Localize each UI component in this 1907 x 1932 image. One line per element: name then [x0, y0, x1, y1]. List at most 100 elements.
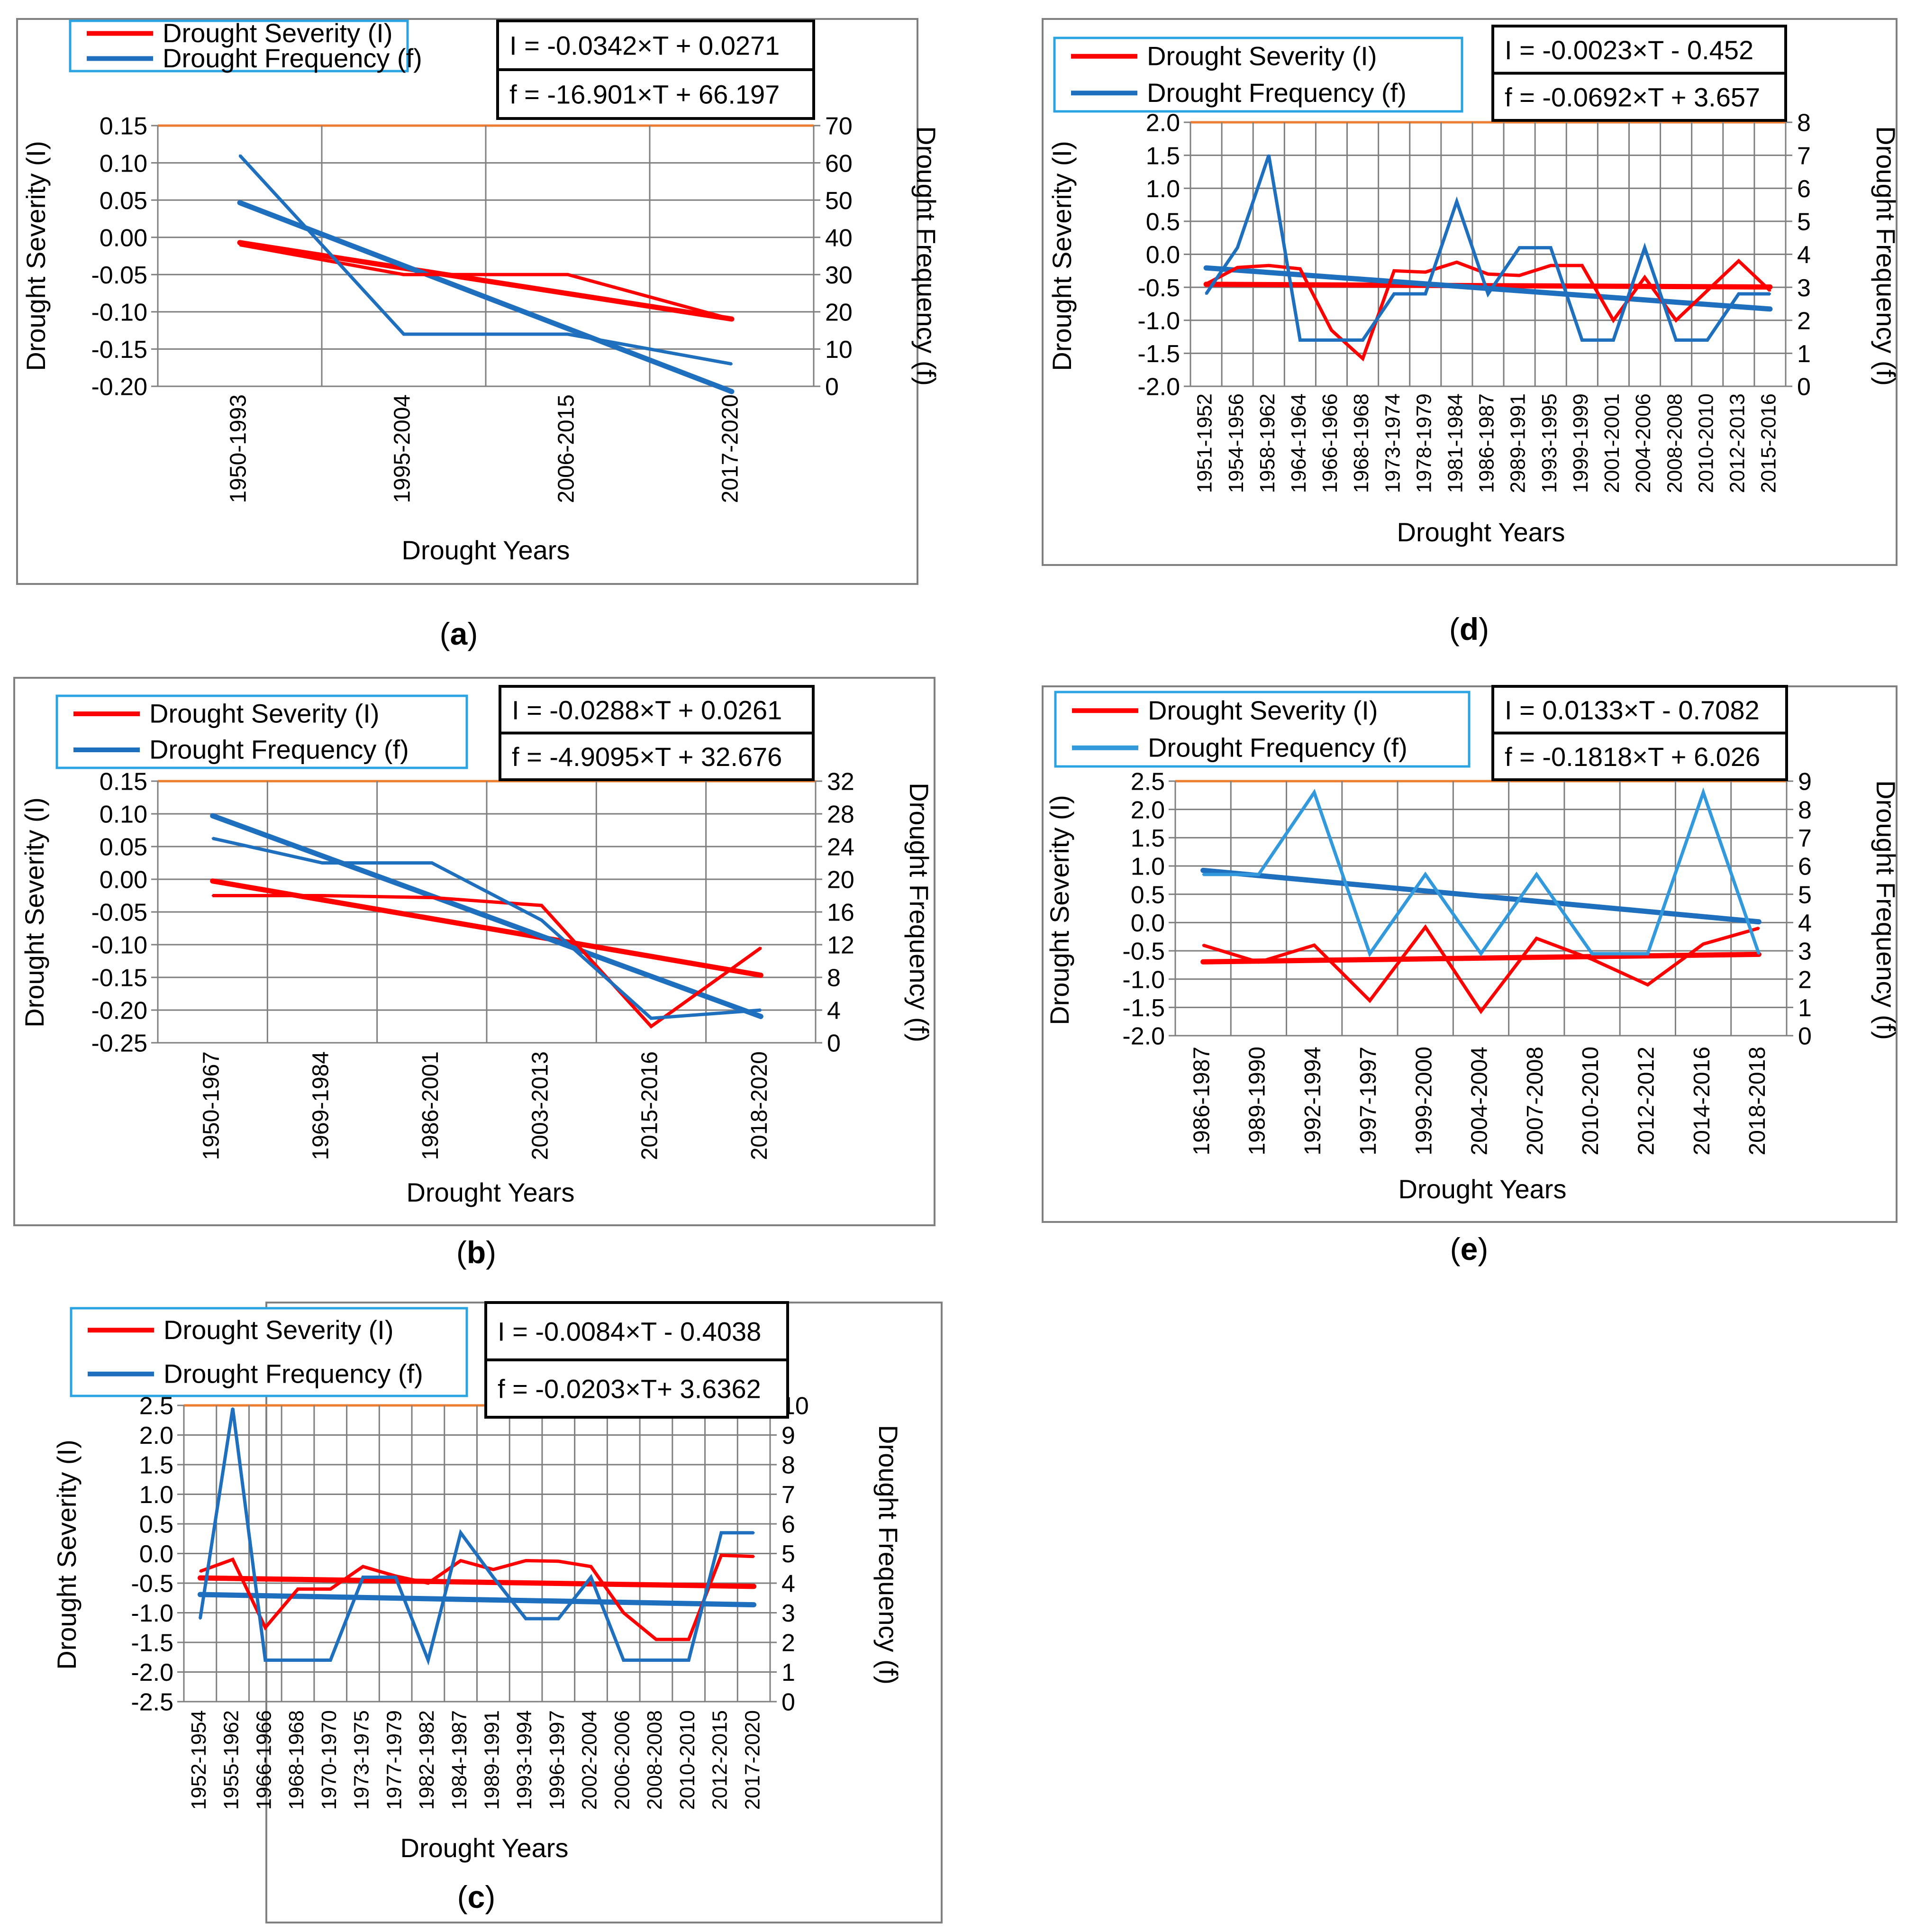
frequency-point: [1393, 293, 1395, 295]
left-tick-label: 0.0: [1131, 910, 1165, 937]
x-tick-label: 1973-1974: [1381, 393, 1404, 493]
frequency-point: [1424, 873, 1426, 875]
frequency-point: [329, 1659, 332, 1661]
left-tick-label: -0.15: [91, 336, 147, 364]
right-tick-label: 20: [825, 299, 853, 327]
legend-severity-label: Drought Severity (I): [163, 1315, 394, 1345]
left-tick-label: 1.0: [1131, 853, 1165, 881]
right-tick-label: 4: [781, 1570, 795, 1598]
chart-panel-a: 0.15 0.10 0.05 0.00 -0.05 -0.10 -0.15 -0.20 70 60…: [16, 18, 941, 651]
right-tick-label: 0: [827, 1030, 841, 1057]
x-tick-label: 2004-2006: [1632, 393, 1655, 493]
frequency-point: [1591, 952, 1593, 955]
legend-frequency-label: Drought Frequency (f): [149, 735, 409, 765]
frequency-point: [297, 1659, 299, 1661]
severity-point: [232, 1558, 234, 1560]
x-tick-label: 2010-2010: [1578, 1047, 1603, 1156]
left-tick-label: -0.10: [91, 932, 147, 959]
panel-letter: b: [467, 1235, 486, 1270]
severity-point: [1393, 270, 1395, 272]
x-tick-label: 1986-1987: [1475, 393, 1498, 493]
severity-point: [1581, 264, 1583, 267]
left-tick-label: 1.5: [1131, 825, 1165, 852]
severity-equation-box: [1491, 685, 1788, 735]
y2-axis-title: Drought Frequency (f): [911, 126, 941, 386]
severity-point: [590, 1566, 592, 1567]
x-axis-title: Drought Years: [1398, 1174, 1567, 1204]
severity-point: [1535, 937, 1538, 939]
x-tick-label: 1993-1994: [513, 1710, 536, 1810]
right-tick-label: 9: [1798, 768, 1812, 796]
legend-severity-label: Drought Severity (I): [1148, 695, 1378, 725]
x-tick-label: 1997-1997: [1356, 1047, 1381, 1156]
left-tick-label: -0.10: [91, 299, 147, 327]
frequency-point: [1369, 952, 1371, 955]
x-tick-label: 1989-1990: [1245, 1047, 1270, 1156]
frequency-point: [1612, 339, 1615, 341]
x-axis-title: Drought Years: [402, 535, 570, 565]
frequency-point: [1268, 154, 1270, 156]
x-tick-label: 2014-2016: [1689, 1047, 1715, 1156]
frequency-point: [1202, 873, 1204, 875]
legend-severity-label: Drought Severity (I): [149, 699, 380, 729]
frequency-point: [1646, 952, 1649, 955]
y-axis-title: Drought Severity (I): [1047, 141, 1077, 371]
left-tick-label: 1.0: [1146, 175, 1180, 203]
x-tick-label: 2006-2015: [554, 394, 579, 503]
left-tick-label: 0.5: [1131, 881, 1165, 909]
severity-point: [1487, 273, 1489, 275]
severity-point: [1646, 984, 1649, 986]
left-tick-label: -0.5: [131, 1570, 173, 1598]
x-axis-title: Drought Years: [407, 1177, 575, 1207]
left-tick-label: 0.05: [100, 834, 147, 861]
severity-equation-box: [484, 1301, 789, 1361]
x-tick-label: 2006-2006: [610, 1710, 634, 1810]
severity-point: [1706, 290, 1708, 292]
frequency-point: [525, 1618, 527, 1620]
severity-equation-box: [496, 19, 815, 71]
right-tick-label: 6: [1797, 175, 1811, 203]
frequency-series-line: [238, 154, 732, 366]
x-tick-label: 2004-2004: [1467, 1047, 1492, 1156]
x-tick-label: 2010-2010: [676, 1710, 699, 1810]
right-tick-label: 24: [827, 834, 854, 861]
x-tick-label: 1973-1975: [350, 1710, 373, 1810]
frequency-point: [1362, 339, 1364, 341]
severity-point: [760, 947, 762, 949]
y2-axis-title: Drought Frequency (f): [1871, 126, 1901, 386]
y-axis-title: Drought Severity (I): [1044, 795, 1074, 1025]
frequency-point: [394, 1576, 397, 1578]
right-tick-label: 12: [827, 932, 854, 959]
chart-panel-c: 2.52.01.51.00.50.0-0.5-1.0-1.5-2.0-2.510…: [52, 1301, 943, 1923]
severity-equation: I = -0.0288×T + 0.0261: [512, 695, 782, 725]
frequency-point: [1518, 246, 1521, 249]
x-tick-label: 1995-2004: [390, 394, 415, 503]
frequency-point: [1535, 873, 1538, 875]
x-tick-label: 1954-1956: [1225, 393, 1248, 493]
severity-point: [211, 894, 214, 897]
right-tick-label: 3: [781, 1600, 795, 1627]
severity-point: [199, 1570, 201, 1572]
frequency-point: [540, 919, 543, 921]
severity-point: [297, 1588, 299, 1590]
right-tick-label: 70: [825, 113, 853, 140]
left-tick-label: 0.5: [1146, 209, 1180, 236]
legend-box: [1053, 36, 1463, 113]
frequency-point: [1455, 200, 1458, 203]
legend-box: [69, 19, 409, 73]
x-tick-label: 1955-1962: [220, 1710, 243, 1810]
severity-point: [1591, 958, 1593, 960]
x-tick-label: 1966-1966: [252, 1710, 275, 1810]
chart-panel-e: 2.52.01.51.00.50.0-0.5-1.0-1.5-2.0 987654…: [1042, 685, 1901, 1267]
frequency-point: [590, 1576, 592, 1578]
severity-point: [1362, 357, 1364, 360]
x-tick-label: 2018-2020: [747, 1051, 772, 1160]
frequency-equation-box: [496, 68, 815, 120]
severity-series-line: [200, 1553, 754, 1641]
frequency-point: [731, 363, 733, 365]
right-tick-label: 28: [827, 801, 854, 829]
frequency-point: [1702, 791, 1705, 793]
frequency-point: [460, 1531, 462, 1534]
frequency-point: [431, 862, 433, 864]
right-tick-label: 2: [1798, 966, 1812, 993]
